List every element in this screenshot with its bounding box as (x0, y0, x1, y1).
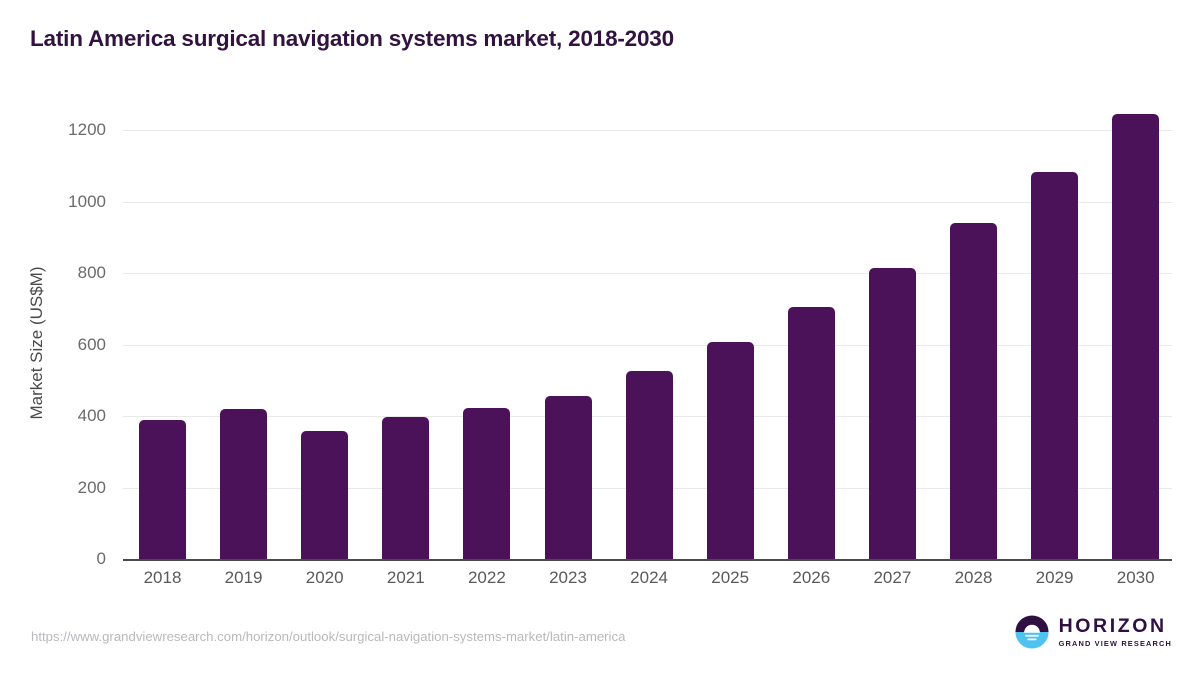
horizon-logo-icon (1015, 615, 1049, 649)
horizon-logo[interactable]: HORIZON GRAND VIEW RESEARCH (1014, 614, 1172, 650)
bar[interactable] (706, 341, 754, 559)
bar[interactable] (220, 408, 268, 559)
x-axis-tick-label: 2026 (792, 568, 831, 587)
x-axis-tick-label: 2028 (954, 568, 993, 587)
x-axis-tick-label: 2018 (143, 568, 182, 587)
horizon-logo-wordmark: HORIZON (1058, 615, 1167, 638)
gridline (123, 273, 1172, 274)
bar[interactable] (868, 267, 916, 559)
x-axis-tick-label: 2021 (386, 568, 425, 587)
bar[interactable] (787, 307, 835, 559)
page-title: Latin America surgical navigation system… (30, 26, 674, 51)
x-axis-line (123, 559, 1172, 561)
bar[interactable] (625, 370, 673, 559)
y-axis-tick-label: 0 (96, 549, 106, 568)
x-axis-tick-label: 2027 (873, 568, 912, 587)
horizon-logo-tagline: GRAND VIEW RESEARCH (1058, 638, 1172, 648)
bar[interactable] (139, 419, 186, 559)
horizon-logo-text: HORIZON GRAND VIEW RESEARCH (1059, 617, 1172, 647)
bar[interactable] (463, 407, 511, 559)
x-axis-tick-label: 2030 (1116, 568, 1155, 587)
bar[interactable] (382, 416, 430, 559)
source-url[interactable]: https://www.grandviewresearch.com/horizo… (31, 629, 626, 644)
gridline (123, 344, 1172, 346)
gridline (123, 130, 1172, 131)
x-axis-tick-label: 2022 (467, 568, 506, 587)
bar[interactable] (301, 430, 349, 559)
x-axis-tick-label: 2023 (549, 568, 587, 587)
x-axis-tick-label: 2029 (1035, 568, 1074, 587)
bar[interactable] (1112, 113, 1160, 559)
x-axis-tick-label: 2024 (630, 568, 668, 587)
bar[interactable] (1031, 171, 1079, 559)
y-axis-tick-label: 1000 (68, 191, 106, 211)
y-axis-tick-label: 200 (77, 477, 106, 497)
y-axis-tick-label: 800 (77, 263, 106, 282)
x-axis-tick-label: 2020 (305, 568, 344, 587)
bar[interactable] (950, 222, 997, 559)
y-axis-tick-label: 1200 (68, 120, 106, 139)
x-axis-tick-label: 2025 (711, 568, 750, 587)
x-axis-tick-label: 2019 (224, 568, 263, 587)
y-axis-tick-label: 600 (77, 334, 106, 354)
gridline (123, 201, 1172, 203)
bar[interactable] (544, 396, 592, 559)
y-axis-tick-label: 400 (77, 406, 106, 425)
